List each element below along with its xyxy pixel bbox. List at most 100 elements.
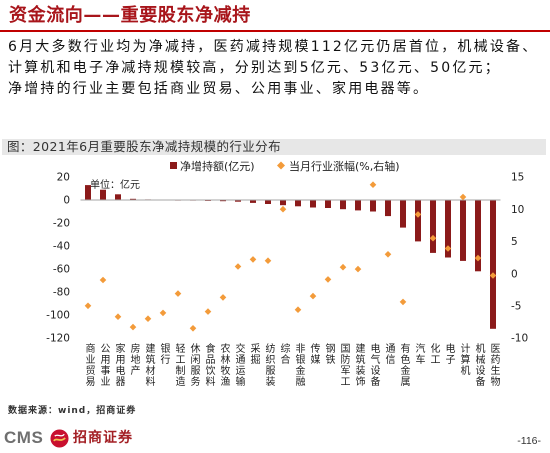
industry-return-marker	[384, 251, 392, 258]
x-axis-category-label: 电子	[443, 343, 454, 365]
x-axis-category-label: 食品饮料	[203, 343, 214, 387]
industry-return-marker	[84, 302, 92, 310]
slide-title: 资金流向——重要股东净减持	[9, 5, 251, 26]
net-holding-bar	[445, 200, 451, 258]
net-holding-bar	[400, 200, 406, 228]
right-axis-tick-label: 10	[511, 204, 524, 216]
net-holding-bar	[235, 200, 241, 202]
industry-return-marker-series	[84, 181, 497, 332]
industry-return-marker	[324, 276, 332, 283]
page-number: -116-	[517, 435, 541, 447]
x-axis-category-label: 非银金融	[293, 343, 304, 387]
left-axis-tick-label: -100	[46, 310, 70, 322]
industry-return-marker	[114, 313, 122, 320]
x-axis-category-label: 计算机	[458, 343, 469, 376]
body-text: 6月大多数行业均为净减持，医药减持规模112亿元仍居首位，机械设备、 计算机和电…	[8, 37, 548, 100]
right-axis-tick-label: 15	[511, 172, 524, 184]
industry-return-marker	[339, 263, 347, 271]
data-source-note: 数据来源：wind，招商证券	[8, 406, 137, 416]
chart-legend: 净增持额(亿元) 当月行业涨幅(%,右轴)	[170, 159, 400, 173]
industry-return-marker	[264, 257, 272, 264]
net-holding-bar	[295, 200, 301, 207]
x-axis-category-label: 电气设备	[368, 343, 379, 387]
left-axis-tick-label: -80	[53, 287, 70, 299]
left-axis-tick-label: -20	[53, 218, 70, 230]
industry-return-marker	[99, 276, 107, 284]
left-axis-tick-label: 20	[57, 172, 70, 184]
net-holding-bar	[250, 200, 256, 203]
net-holding-bar	[115, 194, 121, 201]
body-text-line: 计算机和电子净减持规模较高，分别达到5亿元、53亿元、50亿元；	[8, 60, 501, 76]
x-axis-category-label: 机械设备	[473, 343, 484, 387]
industry-return-marker	[429, 234, 437, 242]
net-holding-bar	[460, 200, 466, 261]
industry-return-marker	[144, 315, 152, 322]
left-axis-tick-label: -60	[53, 264, 70, 276]
left-axis-tick-label: -120	[46, 333, 70, 345]
net-holding-bar-series	[85, 185, 496, 329]
net-holding-bar	[355, 200, 361, 211]
industry-return-marker	[174, 290, 182, 297]
x-axis-category-label: 轻工制造	[173, 343, 184, 387]
body-text-line: 净增持的行业主要包括商业贸易、公用事业、家用电器等。	[8, 81, 430, 97]
right-axis-tick-label: 0	[511, 268, 518, 280]
x-axis-category-label: 传媒	[308, 343, 319, 365]
x-axis-category-label: 银行	[158, 343, 169, 365]
legend-bar-label: 净增持额(亿元)	[180, 159, 255, 173]
net-holding-bar	[415, 200, 421, 242]
industry-return-marker	[354, 265, 362, 273]
industry-return-marker	[279, 205, 287, 213]
x-axis-category-label: 医药生物	[488, 343, 499, 387]
title-underline	[0, 30, 550, 32]
right-axis-tick-label: 5	[511, 236, 518, 248]
legend-marker-swatch	[277, 161, 285, 170]
industry-return-marker	[444, 245, 452, 252]
x-axis-category-label: 采掘	[248, 343, 259, 365]
net-holding-bar	[370, 200, 376, 212]
net-holding-bar	[280, 200, 286, 206]
industry-return-marker	[204, 308, 212, 315]
x-axis-category-label: 交通运输	[233, 343, 244, 387]
x-axis-category-label: 休闲服务	[188, 343, 199, 387]
industry-return-marker	[129, 323, 137, 331]
net-holding-bar	[310, 200, 316, 208]
net-holding-bar	[85, 185, 91, 200]
legend-marker-label: 当月行业涨幅(%,右轴)	[289, 159, 400, 173]
industry-return-marker	[249, 256, 257, 263]
right-axis-tick-label: -10	[511, 333, 528, 345]
x-axis-category-label: 钢铁	[323, 343, 334, 365]
net-holding-bar	[100, 189, 106, 200]
body-text-line: 6月大多数行业均为净减持，医药减持规模112亿元仍居首位，机械设备、	[8, 39, 539, 55]
x-axis-category-label: 有色金属	[398, 343, 409, 387]
right-axis-tick-label: -5	[511, 301, 521, 313]
net-holding-bar	[385, 200, 391, 217]
x-axis-category-label: 综合	[278, 343, 289, 365]
net-holding-bar	[325, 200, 331, 208]
cms-emblem-icon	[50, 429, 69, 448]
industry-return-marker	[414, 211, 422, 218]
x-axis-category-label: 农林牧渔	[218, 343, 229, 387]
industry-return-marker	[399, 298, 407, 306]
net-holding-bar	[340, 200, 346, 210]
industry-return-marker	[294, 306, 302, 313]
x-axis-category-label: 家用电器	[113, 343, 124, 387]
left-axis-tick-label: 0	[63, 195, 70, 207]
cms-logo-text: CMS	[4, 428, 44, 447]
industry-return-marker	[459, 193, 467, 201]
figure-caption: 图：2021年6月重要股东净减持规模的行业分布	[7, 139, 281, 154]
legend-bar-swatch	[170, 162, 177, 169]
left-axis-tick-label: -40	[53, 241, 70, 253]
x-axis-category-label: 纺织服装	[263, 343, 274, 387]
x-axis-category-label: 建筑装饰	[353, 343, 364, 387]
net-holding-bar	[130, 198, 136, 200]
x-axis-category-label: 建筑材料	[143, 343, 154, 387]
industry-return-marker	[309, 292, 317, 300]
net-holding-bar	[490, 200, 496, 329]
chart-axes: 20 0 -20 -40 -60 -80 -100 -120 15 10 5 0 -5 -10	[46, 172, 528, 345]
x-axis-category-label: 房地产	[128, 343, 139, 376]
industry-return-marker	[474, 254, 482, 262]
x-axis-category-label: 国防军工	[338, 343, 349, 387]
industry-return-marker	[159, 309, 167, 317]
x-axis-category-label: 商业贸易	[83, 343, 94, 387]
